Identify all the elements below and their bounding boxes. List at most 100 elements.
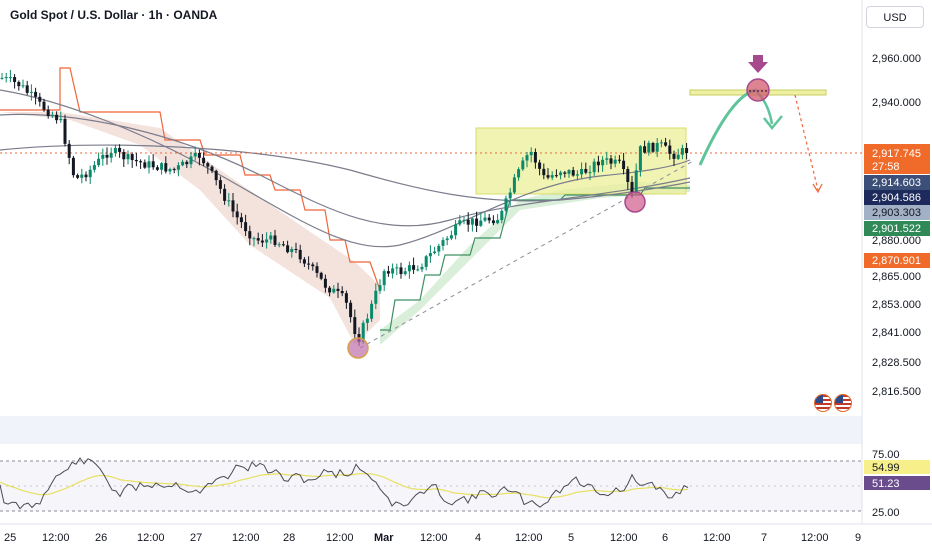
candle-body: [382, 271, 386, 286]
candle-body: [433, 251, 437, 254]
consolidation-box: [475, 127, 687, 195]
last-price-tag: [864, 144, 930, 174]
candle-body: [340, 291, 344, 294]
us-flag-icon[interactable]: [834, 394, 852, 412]
candle-body: [80, 174, 84, 178]
candle-body: [55, 114, 59, 121]
candle-body: [105, 154, 109, 158]
rsi-ma-value-tag: [864, 476, 930, 490]
price-tick: 2,865.000: [872, 271, 921, 283]
candle-body: [454, 224, 458, 236]
candle-body: [496, 220, 500, 224]
candle-body: [113, 147, 117, 154]
candle-body: [630, 181, 634, 193]
price-tag-bg: [864, 190, 930, 205]
candle-body: [353, 317, 357, 335]
resistance-stepline: [0, 67, 381, 291]
candle-body: [584, 168, 588, 173]
candle-body: [428, 253, 432, 257]
price-tick: 2,960.000: [872, 53, 921, 65]
candle-body: [235, 211, 239, 218]
candle-body: [160, 163, 164, 170]
candle-body: [46, 109, 50, 117]
candle-body: [256, 238, 260, 241]
candle-body: [277, 244, 281, 246]
candle-body: [332, 288, 336, 293]
candle-body: [147, 161, 151, 168]
candle-body: [344, 293, 348, 303]
time-tick: 12:00: [42, 532, 70, 544]
candle-body: [550, 175, 554, 178]
candle-body: [336, 288, 340, 292]
currency-button[interactable]: USD: [866, 6, 924, 28]
candle-body: [685, 148, 689, 154]
price-axis-ticks: 2,960.000 2,940.000 2,880.000 2,865.000 …: [872, 53, 921, 398]
candle-body: [399, 267, 403, 275]
rsi-value: 54.99: [872, 462, 900, 474]
price-tick: 2,816.500: [872, 386, 921, 398]
last-price-value: 2,917.745: [872, 148, 921, 160]
candle-body: [563, 172, 567, 174]
candle-body: [218, 180, 222, 189]
candle-body: [412, 265, 416, 270]
candle-body: [533, 152, 537, 163]
support-stepline: [380, 187, 690, 331]
time-tick: 12:00: [326, 532, 354, 544]
candle-body: [437, 245, 441, 252]
time-tick: 12:00: [610, 532, 638, 544]
candle-body: [134, 159, 138, 162]
candle-body: [470, 218, 474, 225]
candle-body: [588, 172, 592, 174]
candle-body: [155, 167, 159, 170]
rsi-tick: 25.00: [872, 507, 900, 519]
projection-drop-path: [794, 94, 819, 191]
candle-body: [617, 159, 621, 161]
candle-body: [571, 170, 575, 176]
projection-arrowhead-icon: [763, 115, 783, 130]
time-tick: 7: [761, 532, 767, 544]
candle-body: [403, 271, 407, 275]
candle-body: [668, 145, 672, 154]
price-tick: 2,841.000: [872, 327, 921, 339]
time-tick: 12:00: [420, 532, 448, 544]
candle-body: [651, 142, 655, 152]
candle-body: [307, 263, 311, 265]
candle-body: [500, 210, 504, 221]
candle-body: [71, 157, 75, 176]
candle-body: [189, 156, 193, 165]
candle-body: [29, 91, 33, 93]
candle-body: [84, 174, 88, 178]
time-tick: 25: [4, 532, 16, 544]
moving-average-slow: [0, 144, 691, 202]
candle-body: [479, 220, 483, 226]
swing-low-marker: [347, 337, 369, 359]
rsi-tick: 75.00: [872, 449, 900, 461]
candle-body: [67, 143, 71, 158]
us-flag-icon[interactable]: [814, 394, 832, 412]
moving-average-mid: [0, 113, 691, 227]
candle-body: [168, 168, 172, 172]
time-tick: 12:00: [801, 532, 829, 544]
bar-countdown: 27:58: [872, 161, 900, 173]
projection-drop-arrow-icon: [812, 183, 823, 194]
candle-body: [643, 146, 647, 153]
candle-body: [462, 219, 466, 221]
time-tick: 26: [95, 532, 107, 544]
candle-body: [466, 219, 470, 225]
candle-body: [311, 264, 315, 267]
time-axis: 25 12:00 26 12:00 27 12:00 28 12:00 Mar …: [4, 532, 861, 544]
candle-body: [290, 248, 294, 253]
candle-body: [580, 168, 584, 175]
candle-body: [101, 154, 105, 159]
candle-body: [655, 142, 659, 152]
candle-body: [42, 101, 46, 110]
candle-body: [609, 158, 613, 164]
candle-body: [370, 303, 374, 319]
time-tick: 5: [568, 532, 574, 544]
candle-body: [596, 161, 600, 166]
candle-body: [416, 269, 420, 271]
economic-events[interactable]: [814, 394, 854, 417]
candle-body: [130, 154, 134, 160]
candle-body: [0, 77, 4, 79]
